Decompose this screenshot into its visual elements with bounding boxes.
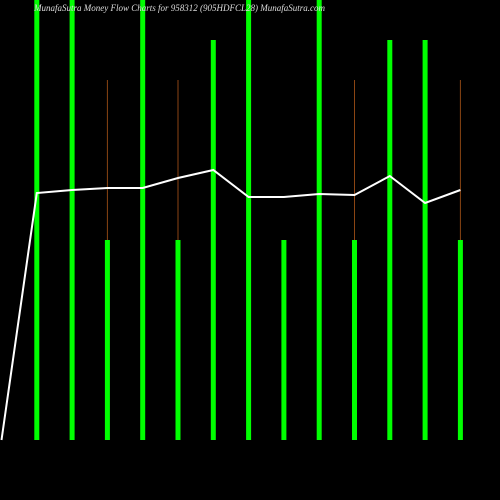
flow-trend-line — [0, 168, 461, 441]
bar — [246, 0, 252, 440]
bar — [175, 240, 181, 440]
bar — [210, 40, 216, 440]
bar — [34, 0, 40, 440]
bar — [104, 240, 110, 440]
bar — [69, 0, 75, 440]
bar — [457, 240, 463, 440]
bar — [422, 40, 428, 440]
bar — [140, 0, 146, 440]
chart-title: MunafaSutra Money Flow Charts for 958312… — [33, 3, 325, 13]
bar — [387, 40, 393, 440]
marks — [0, 0, 463, 441]
bar — [281, 240, 287, 440]
bar — [316, 0, 322, 440]
bar — [352, 240, 357, 440]
